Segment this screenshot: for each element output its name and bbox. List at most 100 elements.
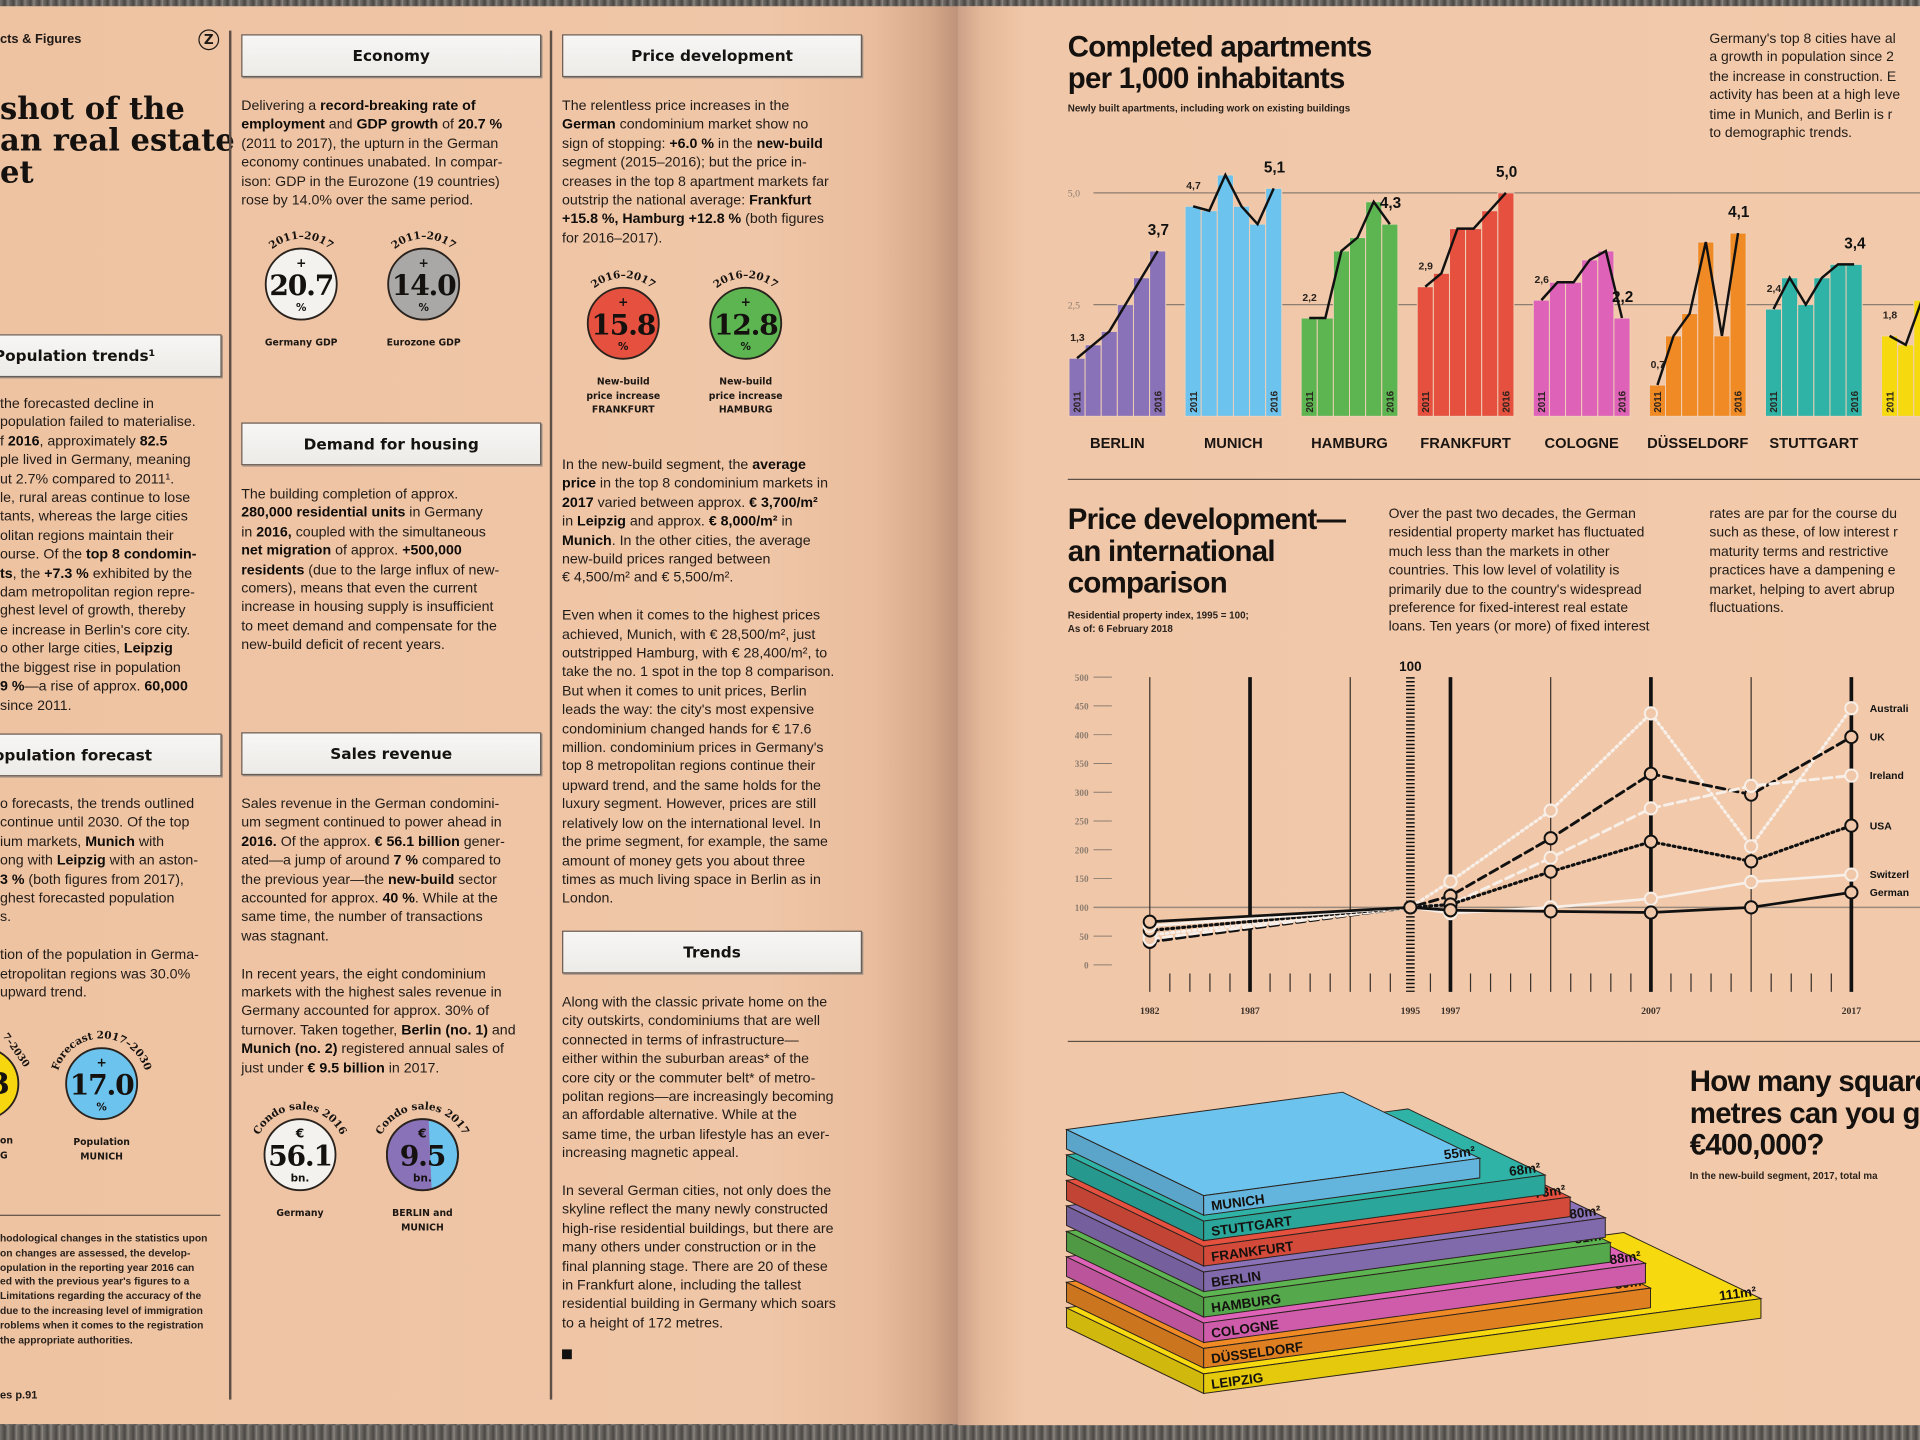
- text-run: countries. This low level of volatility …: [1388, 563, 1620, 579]
- text-line: ple lived in Germany, meaning: [0, 451, 196, 470]
- text-line: increasing magnetic appeal.: [562, 1144, 836, 1163]
- bold-text-run: 3 %: [0, 871, 25, 888]
- text-run: ium markets,: [0, 833, 86, 850]
- bold-text-run: € 9.5 billion: [307, 1060, 385, 1076]
- text-run: to demographic trends.: [1709, 126, 1853, 141]
- slab-front: [1203, 1298, 1762, 1395]
- badge-caption-line: BERLIN and: [392, 1207, 453, 1219]
- y-tick-label: 50: [1079, 932, 1089, 942]
- text-line: employment and GDP growth of 20.7 %: [241, 116, 502, 135]
- text-run: was stagnant.: [241, 927, 329, 944]
- heading-text: Demand for housing: [303, 434, 479, 454]
- badge-graphic: Forecast 2017–2030+17.0%: [50, 1029, 154, 1121]
- text-line: price in the top 8 condominium markets i…: [562, 474, 834, 493]
- bar: [1497, 192, 1515, 417]
- text-line: dam metropolitan region repre-: [0, 583, 196, 602]
- text-run: same time, the number of transactions: [241, 909, 483, 926]
- text-line: high-rise residential buildings, but the…: [562, 1219, 836, 1238]
- bar: [1713, 335, 1731, 417]
- text-run: sign of stopping:: [562, 135, 670, 152]
- data-point: [1643, 766, 1659, 781]
- title-line: metres can you g: [1689, 1097, 1920, 1131]
- badge-graphic: 2016–2017+12.8%: [709, 269, 783, 360]
- text-line: e increase in Berlin's core city.: [0, 621, 196, 640]
- slab-front: [1203, 1196, 1571, 1267]
- text-run: fluctuations.: [1709, 601, 1784, 616]
- text-run: ghest forecasted population: [0, 890, 175, 907]
- x-tick-label: 1987: [1240, 1006, 1260, 1017]
- text-line: ium markets, Munich with: [0, 832, 199, 851]
- text-line: upward trend.: [0, 983, 199, 1002]
- text-run: The relentless price increases in the: [562, 97, 790, 114]
- text-run: sector: [454, 871, 497, 888]
- text-line: luxury segment. However, prices are stil…: [562, 795, 834, 814]
- text-line: politan regions—are increasingly becomin…: [562, 1087, 836, 1106]
- data-point: [1744, 900, 1759, 915]
- text-run: an affordable alternative. While at the: [562, 1107, 797, 1124]
- heading-text: Price development: [631, 46, 793, 65]
- bold-text-run: Frankfurt: [749, 192, 812, 209]
- slab-front: [1203, 1157, 1481, 1216]
- text-run: the biggest rise in population: [0, 659, 181, 676]
- year-label: 2016: [1153, 390, 1164, 412]
- text-line: ts, the +7.3 % exhibited by the: [0, 564, 196, 583]
- text-line: take the no. 1 spot in the top 8 compari…: [562, 663, 834, 682]
- text-run: on changes are assessed, the develop-: [0, 1246, 191, 1259]
- title-line: comparison: [1067, 566, 1228, 601]
- badge-circle: [709, 286, 783, 360]
- section-divider: [1067, 478, 1920, 481]
- series-label: Ireland: [1870, 771, 1904, 782]
- text-line: opulation in the reporting year 2016 can: [0, 1261, 207, 1275]
- text-run: , approximately: [39, 433, 140, 450]
- badge-caption: Germany: [233, 1206, 368, 1220]
- headline-line: shot of the: [0, 90, 185, 127]
- text-line: connected in terms of infrastructure—: [562, 1031, 836, 1050]
- footnote-rule: [0, 1214, 221, 1216]
- text-line: the increase in construction. E: [1709, 68, 1900, 87]
- logo-z-icon: Z: [198, 29, 220, 51]
- section-divider: [1067, 1040, 1920, 1043]
- bold-text-run: Leipzig: [577, 513, 626, 530]
- data-point: [1403, 900, 1418, 915]
- heading-text: Population trends¹: [0, 346, 156, 365]
- series-label: Australi: [1870, 704, 1909, 715]
- text-run: amount of money gets you about three: [562, 852, 806, 869]
- text-line: rose by 14.0% over the same period.: [241, 191, 502, 210]
- data-point: [1643, 801, 1659, 816]
- text-line: an affordable alternative. While at the: [562, 1106, 836, 1125]
- title-line: an international: [1067, 535, 1276, 569]
- badge-value: 56.1: [268, 1140, 332, 1173]
- trend-line: [1076, 250, 1159, 360]
- series-label: German: [1870, 888, 1909, 899]
- bold-text-run: record-breaking rate of: [320, 97, 476, 114]
- x-tick-label: 1997: [1441, 1006, 1461, 1017]
- text-line: net migration of approx. +500,000: [241, 541, 499, 560]
- text-run: either within the suburban areas* of the: [562, 1050, 810, 1067]
- international-text-col1: Over the past two decades, the German res…: [1389, 506, 1650, 638]
- badge-caption: Population MUNICH: [34, 1135, 169, 1163]
- text-run: ong with: [0, 852, 57, 869]
- text-line: in Leipzig and approx. € 8,000/m² in: [562, 512, 834, 531]
- x-tick-label: 2007: [1641, 1006, 1661, 1017]
- first-value-label: 1,3: [1070, 333, 1085, 344]
- text-run: loans. Ten years (or more) of fixed inte…: [1388, 620, 1650, 635]
- bar: [1365, 201, 1383, 417]
- apartments-subtitle: Newly built apartments, including work o…: [1067, 102, 1351, 114]
- bold-text-run: +6.0 %: [669, 135, 714, 152]
- base-year-label: 100: [1399, 659, 1421, 674]
- heading-text: Economy: [352, 46, 430, 65]
- text-run: Germany's top 8 cities have al: [1709, 31, 1896, 47]
- badge-hamburg: 2016–2017 +12.8% New-build price increase HA…: [678, 250, 813, 417]
- badge-population-munich: Forecast 2017–2030 +17.0% Population MUNICH: [34, 1010, 169, 1163]
- text-line: Limitations regarding the accuracy of th…: [0, 1290, 207, 1304]
- slab-front: [1203, 1174, 1546, 1242]
- last-value-label: 3,7: [1148, 222, 1169, 239]
- text-run: with an aston-: [105, 852, 199, 869]
- text-line: Germany accounted for approx. 30% of: [241, 1002, 515, 1021]
- text-run: s.: [0, 909, 12, 926]
- data-point: [1643, 891, 1659, 906]
- text-line: ghest forecasted population: [0, 889, 199, 908]
- text-line: s.: [0, 908, 199, 927]
- text-line: olitan regions maintain their: [0, 526, 196, 545]
